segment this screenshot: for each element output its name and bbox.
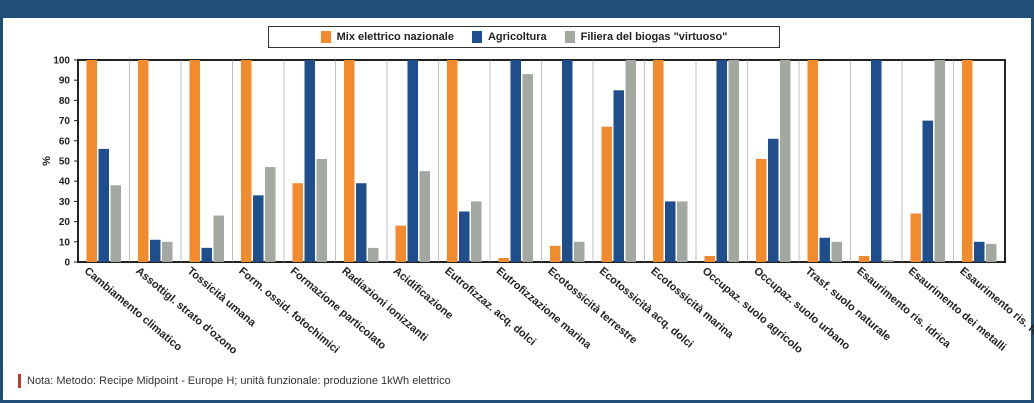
chart-legend: Mix elettrico nazionale Agricoltura Fili… xyxy=(268,26,780,48)
x-tick-label: Occupaz. suolo urbano xyxy=(751,265,852,353)
bar-biogas xyxy=(162,241,173,262)
x-tick-label: Ecotossicità terrestre xyxy=(545,265,639,347)
bar-biogas xyxy=(368,247,379,262)
y-tick-label: 20 xyxy=(59,217,71,228)
header-bar xyxy=(0,0,1034,18)
legend-item-mix: Mix elettrico nazionale xyxy=(320,31,454,43)
bar-mix xyxy=(653,60,664,262)
bar-agricoltura xyxy=(613,90,624,262)
bar-agricoltura xyxy=(510,60,521,262)
bar-mix xyxy=(395,225,406,262)
bar-biogas xyxy=(780,60,791,262)
bar-agricoltura xyxy=(459,211,470,262)
bar-biogas xyxy=(110,185,121,262)
footnote-text: Nota: Metodo: Recipe Midpoint - Europe H… xyxy=(27,375,451,387)
bar-mix xyxy=(550,245,561,262)
bar-biogas xyxy=(986,243,997,262)
y-tick-label: 90 xyxy=(59,76,71,87)
bar-agricoltura xyxy=(407,60,418,262)
footnote: Nota: Metodo: Recipe Midpoint - Europe H… xyxy=(18,374,451,388)
bar-biogas xyxy=(625,60,636,262)
bar-mix xyxy=(189,60,200,262)
y-tick-label: 30 xyxy=(59,197,71,208)
x-tick-label: Formazione particolato xyxy=(288,265,389,352)
bar-biogas xyxy=(831,241,842,262)
y-tick-label: 60 xyxy=(59,136,71,147)
bar-agricoltura xyxy=(665,201,676,262)
legend-item-agricoltura: Agricoltura xyxy=(471,31,547,43)
bar-agricoltura xyxy=(768,138,779,262)
legend-label-mix: Mix elettrico nazionale xyxy=(336,31,454,43)
x-tick-label: Esaurimento ris. idrica xyxy=(854,265,953,351)
bar-biogas xyxy=(265,167,276,262)
note-marker xyxy=(18,374,21,388)
legend-label-biogas: Filiera del biogas "virtuoso" xyxy=(580,31,728,43)
y-tick-label: 10 xyxy=(59,237,71,248)
bar-agricoltura xyxy=(98,148,109,262)
x-tick-label: Assottigl. strato d'ozono xyxy=(133,265,239,357)
bar-agricoltura xyxy=(871,60,882,262)
x-tick-label: Form. ossid. fotochimici xyxy=(236,265,341,356)
bar-biogas xyxy=(213,215,224,262)
x-tick-label: Eutrofizzaz. acq. dolci xyxy=(442,265,538,348)
bar-agricoltura xyxy=(150,239,161,262)
bar-mix xyxy=(86,60,97,262)
bar-mix xyxy=(704,255,715,262)
y-tick-label: 40 xyxy=(59,177,71,188)
legend-swatch-biogas xyxy=(564,31,575,43)
bar-biogas xyxy=(677,201,688,262)
bar-mix xyxy=(447,60,458,262)
y-tick-label: 100 xyxy=(53,56,70,67)
y-tick-label: 70 xyxy=(59,116,71,127)
bar-agricoltura xyxy=(201,247,212,262)
bar-mix xyxy=(859,255,870,262)
legend-swatch-agricoltura xyxy=(471,31,482,43)
legend-item-biogas: Filiera del biogas "virtuoso" xyxy=(564,31,728,43)
bar-mix xyxy=(601,126,612,262)
bar-mix xyxy=(807,60,818,262)
bar-mix xyxy=(962,60,973,262)
x-tick-label: Esaurimento dei metalli xyxy=(906,265,1008,354)
bar-mix xyxy=(344,60,355,262)
bar-agricoltura xyxy=(716,60,727,262)
y-axis-label: % xyxy=(41,156,53,166)
x-tick-label: Radiazioni ionizzanti xyxy=(339,265,430,344)
bar-agricoltura xyxy=(304,60,315,262)
bar-chart: 0 10 20 30 40 50 60 70 80 90 100% Cambiamento clima… xyxy=(41,56,1034,358)
bar-mix xyxy=(910,213,921,262)
bar-mix xyxy=(241,60,252,262)
bar-agricoltura xyxy=(974,241,985,262)
bar-mix xyxy=(756,158,767,262)
bar-biogas xyxy=(574,241,585,262)
bar-agricoltura xyxy=(356,183,367,262)
bar-biogas xyxy=(419,171,430,262)
x-tick-label: Ecotossicità acq. dolci xyxy=(597,265,696,350)
legend-label-agricoltura: Agricoltura xyxy=(487,31,547,43)
x-tick-label: Cambiamento climatico xyxy=(82,265,185,354)
y-tick-label: 80 xyxy=(59,96,71,107)
bar-biogas xyxy=(522,74,533,262)
bar-biogas xyxy=(316,158,327,262)
bar-mix xyxy=(138,60,149,262)
bar-biogas xyxy=(728,60,739,262)
x-tick-label: Eutrofizzazione marina xyxy=(494,265,594,352)
x-tick-label: Ecotossicità marina xyxy=(648,265,736,342)
bar-mix xyxy=(292,183,303,262)
bar-biogas xyxy=(883,259,894,262)
bar-agricoltura xyxy=(922,120,933,262)
bar-agricoltura xyxy=(253,195,264,262)
x-tick-label: Trasf. suolo naturale xyxy=(803,265,893,343)
bar-agricoltura xyxy=(819,237,830,262)
legend-swatch-mix xyxy=(320,31,331,43)
y-tick-label: 50 xyxy=(59,157,71,168)
x-tick-label: Occupaz. suolo agricolo xyxy=(700,265,805,356)
bar-biogas xyxy=(934,60,945,262)
bar-mix xyxy=(498,257,509,262)
bar-agricoltura xyxy=(562,60,573,262)
y-tick-label: 0 xyxy=(64,258,70,269)
bar-biogas xyxy=(471,201,482,262)
